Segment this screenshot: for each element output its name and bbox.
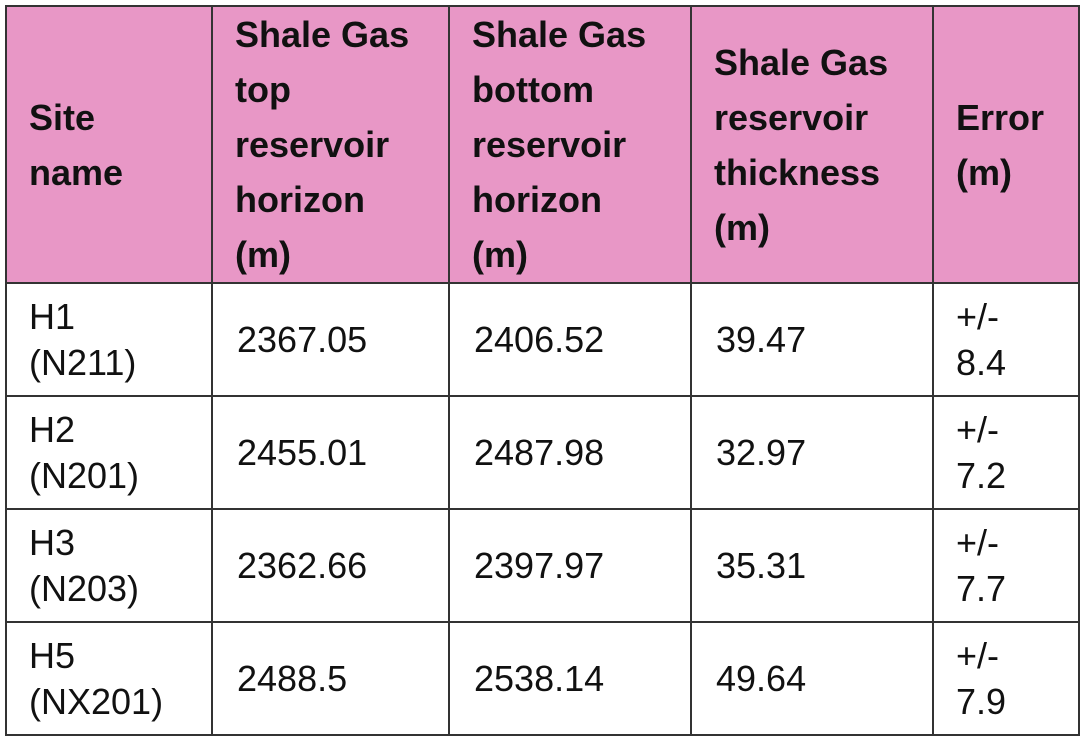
cell-site-name: H3 (N203) [5,508,213,623]
cell-bottom-horizon: 2487.98 [448,395,692,510]
cell-top-horizon: 2488.5 [211,621,450,736]
cell-thickness: 49.64 [690,621,934,736]
cell-thickness: 32.97 [690,395,934,510]
cell-top-horizon: 2455.01 [211,395,450,510]
cell-top-horizon: 2367.05 [211,282,450,397]
table-row: H3 (N203) 2362.66 2397.97 35.31 +/- 7.7 [5,508,1080,623]
table-row: H1 (N211) 2367.05 2406.52 39.47 +/- 8.4 [5,282,1080,397]
header-thickness: Shale Gas reservoir thickness (m) [690,5,934,284]
table-row: H2 (N201) 2455.01 2487.98 32.97 +/- 7.2 [5,395,1080,510]
header-top-horizon: Shale Gas top reservoir horizon (m) [211,5,450,284]
cell-error: +/- 7.9 [932,621,1080,736]
cell-bottom-horizon: 2538.14 [448,621,692,736]
cell-thickness: 39.47 [690,282,934,397]
header-row: Site name Shale Gas top reservoir horizo… [5,5,1080,284]
table-body: H1 (N211) 2367.05 2406.52 39.47 +/- 8.4 … [5,282,1080,736]
cell-bottom-horizon: 2397.97 [448,508,692,623]
cell-top-horizon: 2362.66 [211,508,450,623]
cell-error: +/- 7.2 [932,395,1080,510]
header-bottom-horizon: Shale Gas bottom reservoir horizon (m) [448,5,692,284]
table-row: H5 (NX201) 2488.5 2538.14 49.64 +/- 7.9 [5,621,1080,736]
cell-thickness: 35.31 [690,508,934,623]
cell-error: +/- 7.7 [932,508,1080,623]
header-error: Error (m) [932,5,1080,284]
cell-site-name: H5 (NX201) [5,621,213,736]
table-header: Site name Shale Gas top reservoir horizo… [5,5,1080,284]
cell-site-name: H1 (N211) [5,282,213,397]
cell-bottom-horizon: 2406.52 [448,282,692,397]
shale-gas-table: Site name Shale Gas top reservoir horizo… [5,5,1080,736]
cell-error: +/- 8.4 [932,282,1080,397]
cell-site-name: H2 (N201) [5,395,213,510]
header-site-name: Site name [5,5,213,284]
